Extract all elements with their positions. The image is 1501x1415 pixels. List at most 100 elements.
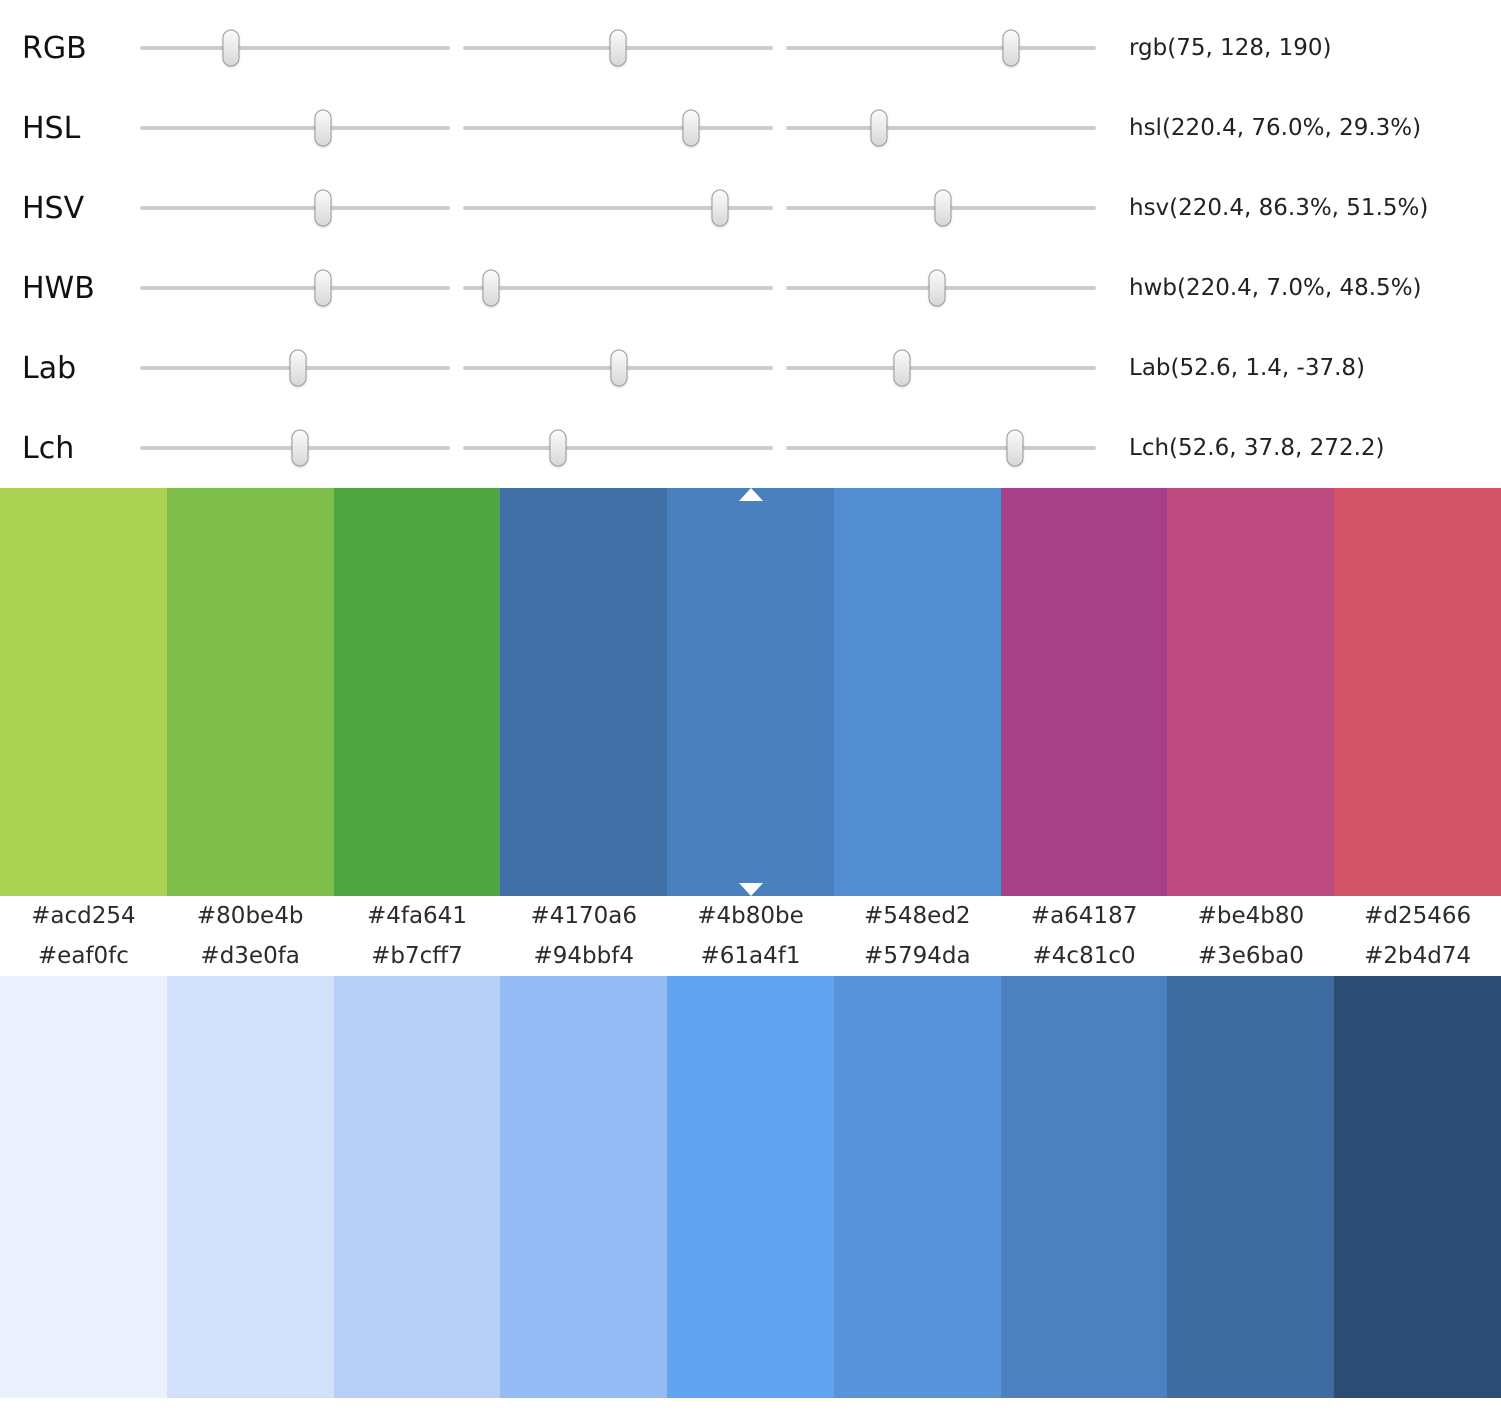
lch-slider-channel-2[interactable] [463, 426, 773, 470]
lab-slider-channel-2[interactable] [463, 346, 773, 390]
swatch-label: #4fa641 [366, 903, 467, 929]
slider-handle[interactable] [482, 269, 500, 307]
swatch [1167, 976, 1335, 1398]
swatch [1167, 488, 1335, 896]
swatch [166, 488, 334, 896]
hsl-slider-channel-1[interactable] [140, 106, 450, 150]
slider-handle[interactable] [549, 429, 567, 467]
lab-slider-channel-3[interactable] [786, 346, 1096, 390]
slider-track[interactable] [463, 206, 773, 210]
slider-handle[interactable] [314, 109, 332, 147]
swatch-label: #acd254 [31, 903, 136, 929]
lch-slider-channel-3[interactable] [786, 426, 1096, 470]
hsv-slider-channel-3[interactable] [786, 186, 1096, 230]
slider-track[interactable] [463, 126, 773, 130]
swatch-label: #80be4b [196, 903, 304, 929]
slider-track[interactable] [786, 126, 1096, 130]
slider-handle[interactable] [222, 29, 240, 67]
selection-marker-top-icon [738, 488, 763, 501]
hwb-slider-channel-2[interactable] [463, 266, 773, 310]
swatch [833, 488, 1001, 896]
lch-slider-channel-1[interactable] [140, 426, 450, 470]
slider-track[interactable] [463, 446, 773, 450]
slider-track[interactable] [786, 366, 1096, 370]
lab-value-readout: Lab(52.6, 1.4, -37.8) [1129, 355, 1365, 381]
swatch-label: #3e6ba0 [1197, 943, 1304, 969]
palette-top-hex-labels: #acd254 #80be4b #4fa641 #4170a6 #4b80be … [0, 896, 1501, 936]
hsv-value-readout: hsv(220.4, 86.3%, 51.5%) [1129, 195, 1429, 221]
palette-bottom-hex-labels: #eaf0fc #d3e0fa #b7cff7 #94bbf4 #61a4f1 … [0, 936, 1501, 976]
row-label-hwb: HWB [22, 270, 95, 306]
swatch-label: #4c81c0 [1032, 943, 1136, 969]
swatch-label: #4170a6 [530, 903, 637, 929]
slider-handle[interactable] [711, 189, 729, 227]
slider-handle[interactable] [893, 349, 911, 387]
slider-row-hsl: HSL hsl(220.4, 76.0%, 29.3%) [0, 88, 1501, 168]
slider-handle[interactable] [289, 349, 307, 387]
slider-track[interactable] [463, 286, 773, 290]
row-label-hsv: HSV [22, 190, 85, 226]
row-label-hsl: HSL [22, 110, 81, 146]
slider-track[interactable] [140, 286, 450, 290]
swatch [1000, 976, 1168, 1398]
slider-row-rgb: RGB rgb(75, 128, 190) [0, 8, 1501, 88]
palette-band-bottom [0, 976, 1501, 1398]
hsl-slider-channel-3[interactable] [786, 106, 1096, 150]
slider-handle[interactable] [682, 109, 700, 147]
slider-handle[interactable] [610, 349, 628, 387]
hwb-slider-channel-1[interactable] [140, 266, 450, 310]
hwb-slider-channel-3[interactable] [786, 266, 1096, 310]
swatch [667, 488, 834, 896]
row-label-lab: Lab [22, 350, 77, 386]
swatch [500, 976, 668, 1398]
swatch-label: #2b4d74 [1364, 943, 1472, 969]
rgb-slider-channel-2[interactable] [463, 26, 773, 70]
swatch [500, 488, 668, 896]
row-label-lch: Lch [22, 430, 75, 466]
slider-row-hsv: HSV hsv(220.4, 86.3%, 51.5%) [0, 168, 1501, 248]
hsl-value-readout: hsl(220.4, 76.0%, 29.3%) [1129, 115, 1422, 141]
slider-handle[interactable] [314, 189, 332, 227]
slider-handle[interactable] [934, 189, 952, 227]
color-slider-panel: RGB rgb(75, 128, 190) HSL hsl(220.4, 76.… [0, 0, 1501, 488]
slider-handle[interactable] [1006, 429, 1024, 467]
slider-row-lch: Lch Lch(52.6, 37.8, 272.2) [0, 408, 1501, 488]
lab-slider-channel-1[interactable] [140, 346, 450, 390]
slider-handle[interactable] [870, 109, 888, 147]
swatch [667, 976, 834, 1398]
slider-track[interactable] [786, 446, 1096, 450]
slider-handle[interactable] [928, 269, 946, 307]
hsl-slider-channel-2[interactable] [463, 106, 773, 150]
slider-handle[interactable] [314, 269, 332, 307]
rgb-value-readout: rgb(75, 128, 190) [1129, 35, 1332, 61]
swatch [1000, 488, 1168, 896]
swatch [1334, 488, 1501, 896]
slider-track[interactable] [140, 206, 450, 210]
slider-handle[interactable] [609, 29, 627, 67]
slider-track[interactable] [786, 46, 1096, 50]
swatch-label: #94bbf4 [533, 943, 634, 969]
swatch-label: #61a4f1 [700, 943, 801, 969]
slider-row-lab: Lab Lab(52.6, 1.4, -37.8) [0, 328, 1501, 408]
swatch [333, 976, 501, 1398]
hsv-slider-channel-2[interactable] [463, 186, 773, 230]
swatch [1334, 976, 1501, 1398]
slider-handle[interactable] [1002, 29, 1020, 67]
swatch-label: #5794da [864, 943, 971, 969]
lch-value-readout: Lch(52.6, 37.8, 272.2) [1129, 435, 1385, 461]
slider-track[interactable] [140, 46, 450, 50]
swatch [333, 488, 501, 896]
swatch-label: #4b80be [697, 903, 804, 929]
slider-row-hwb: HWB hwb(220.4, 7.0%, 48.5%) [0, 248, 1501, 328]
swatch [0, 976, 167, 1398]
swatch-label: #a64187 [1030, 903, 1138, 929]
palette-band-top [0, 488, 1501, 896]
hsv-slider-channel-1[interactable] [140, 186, 450, 230]
swatch-label: #d25466 [1364, 903, 1472, 929]
rgb-slider-channel-3[interactable] [786, 26, 1096, 70]
swatch [166, 976, 334, 1398]
slider-track[interactable] [140, 126, 450, 130]
rgb-slider-channel-1[interactable] [140, 26, 450, 70]
slider-handle[interactable] [291, 429, 309, 467]
swatch [0, 488, 167, 896]
